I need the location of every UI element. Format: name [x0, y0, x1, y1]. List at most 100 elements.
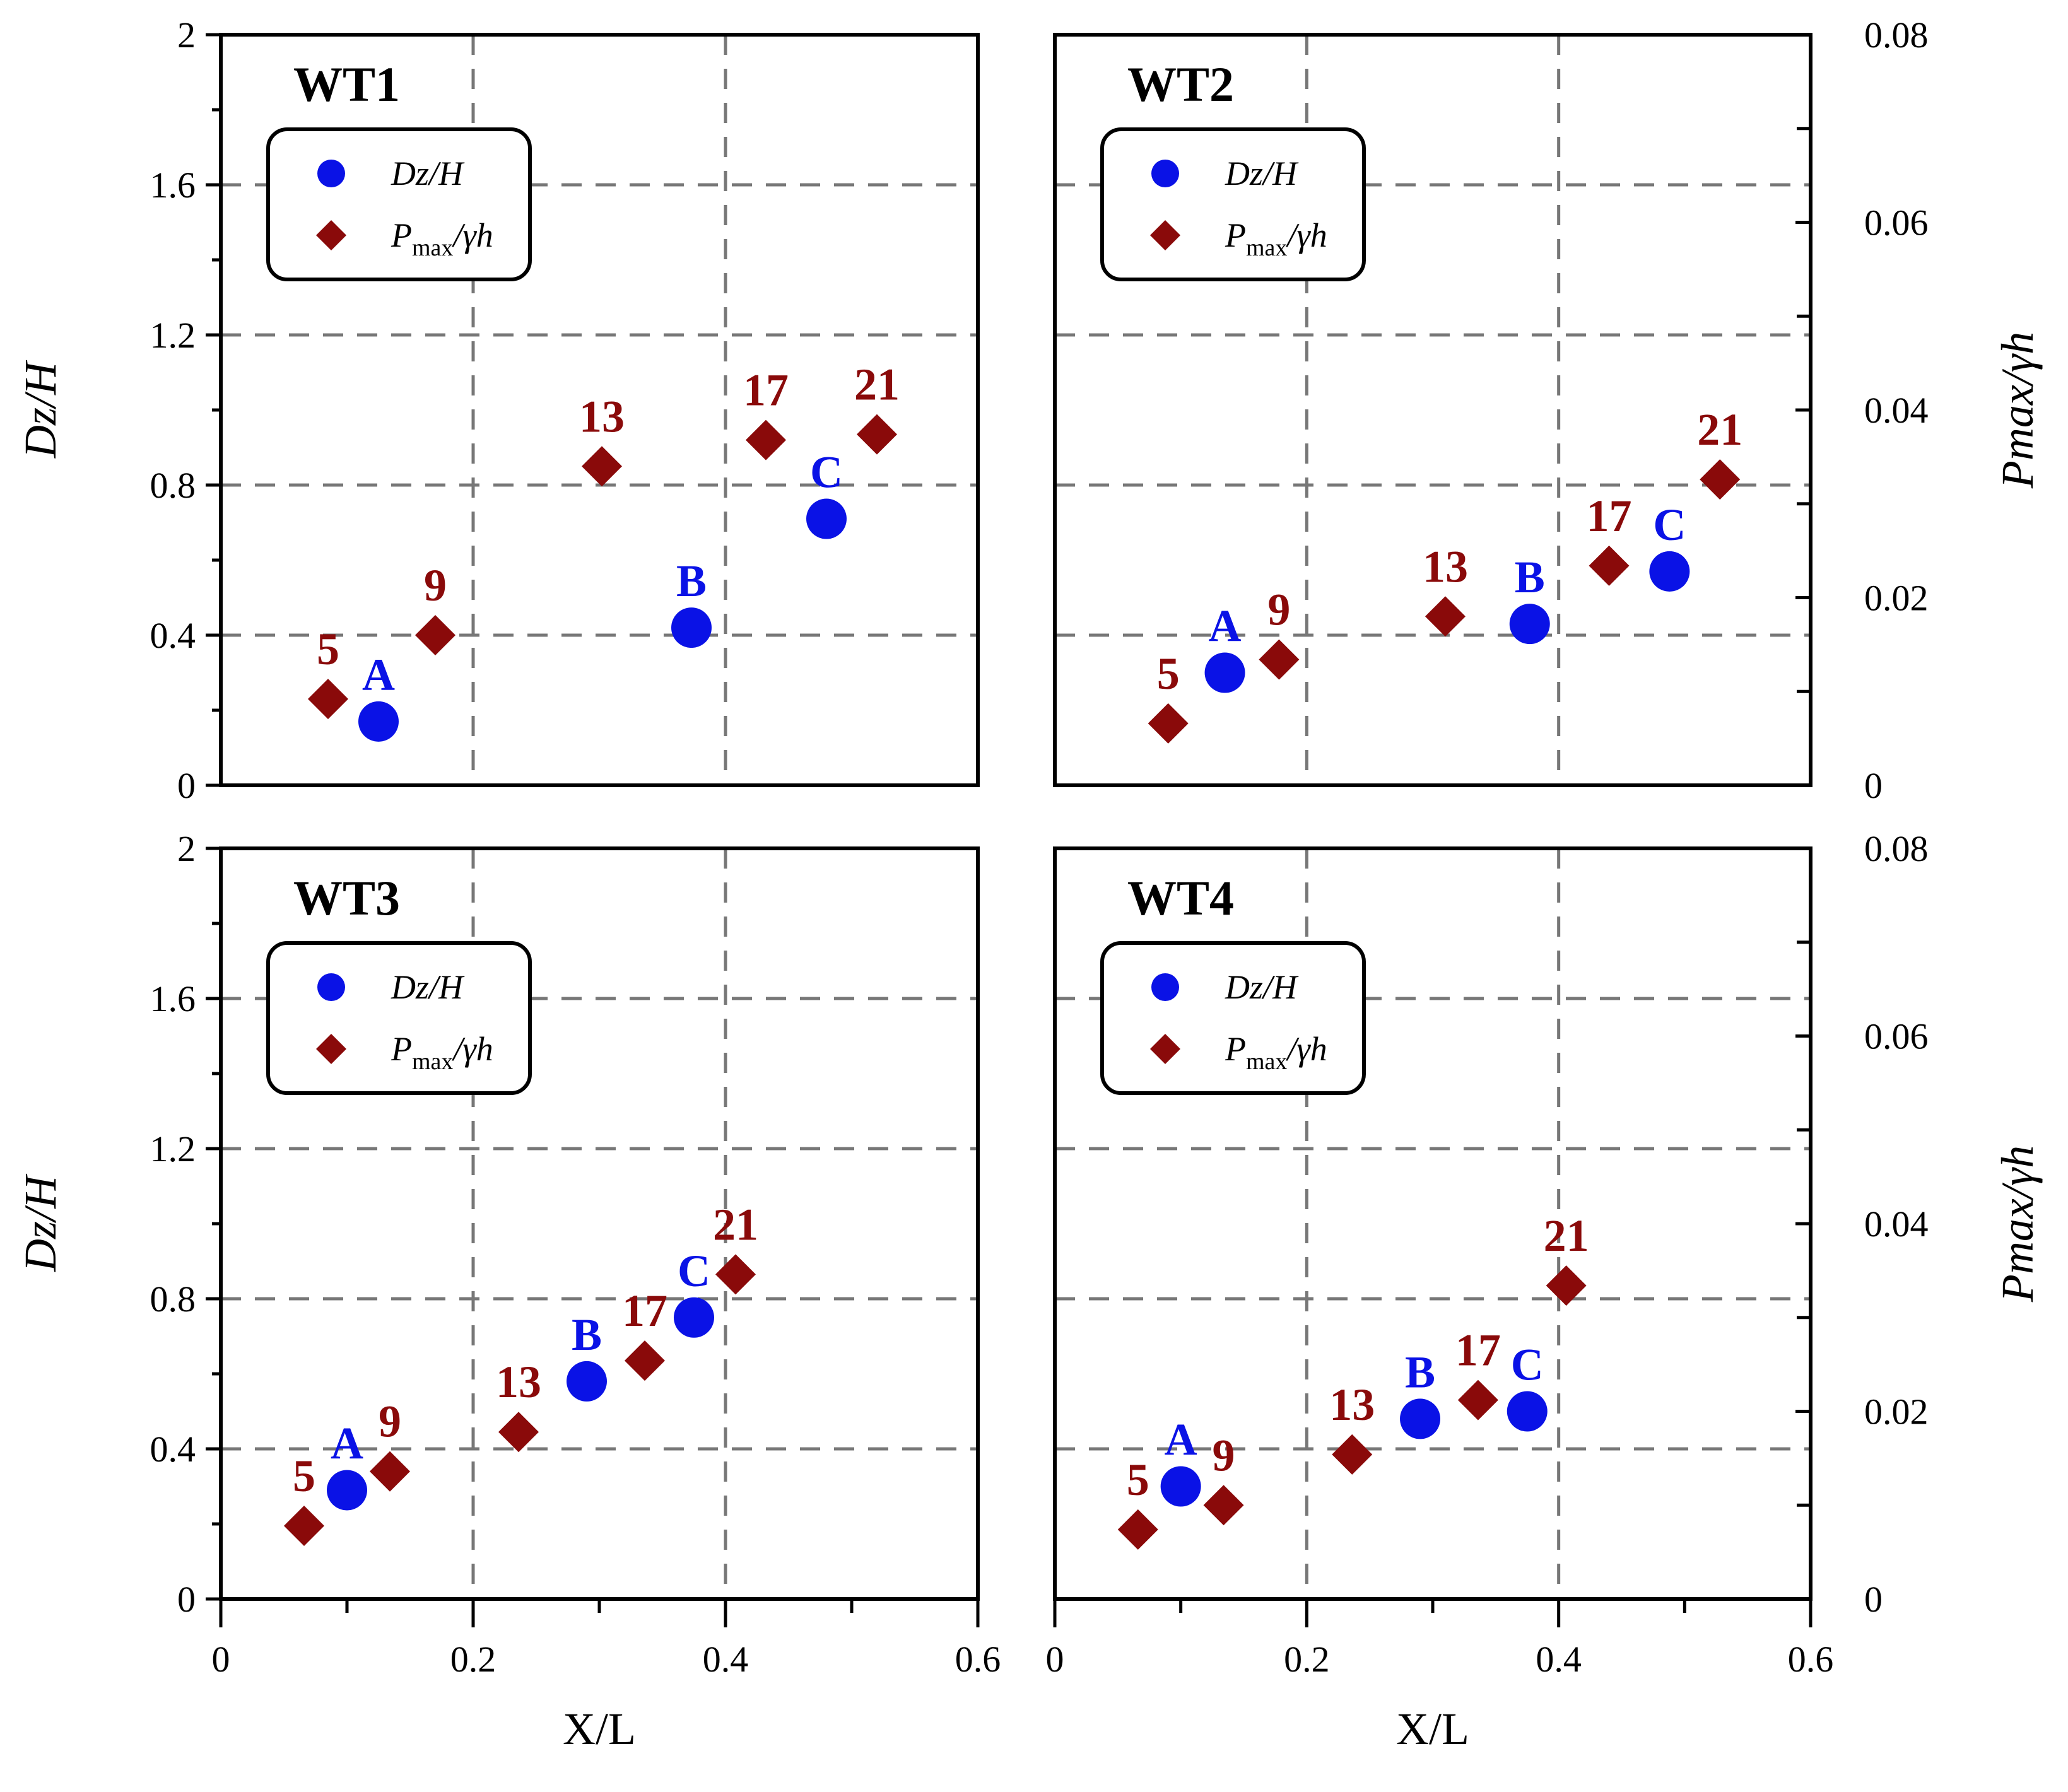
panel-title: WT4	[1127, 870, 1234, 925]
legend-label-pmax: Pmax/γh	[1225, 216, 1327, 261]
pmax-point	[1203, 1485, 1244, 1526]
dz-point-label: A	[1165, 1415, 1197, 1465]
pmax-point	[582, 446, 622, 487]
y2-tick-label: 0.06	[1864, 1016, 1929, 1057]
y-axis-title-text: Dz/H	[15, 1173, 66, 1272]
pmax-point	[857, 414, 897, 455]
pmax-point-label: 9	[424, 560, 447, 611]
dz-point-label: B	[572, 1309, 602, 1360]
pmax-point	[415, 615, 455, 655]
x-tick-label: 0	[212, 1639, 230, 1680]
pmax-point	[1457, 1379, 1498, 1420]
legend-marker-pmax	[316, 220, 346, 250]
pmax-point	[370, 1451, 410, 1492]
pmax-point	[284, 1505, 324, 1546]
dz-point	[1204, 652, 1245, 693]
pmax-point-label: 17	[1587, 491, 1632, 541]
panel-wt1: 0 0.4 0.8 1.2 1.6 2 Dz/H WT1 Dz/H Pmax/γh A B C 5 9 13 1…	[15, 15, 980, 806]
legend-marker-pmax	[1150, 220, 1180, 250]
legend-label-pmax-tail: /γh	[1285, 1030, 1327, 1068]
pmax-point-label: 9	[1267, 585, 1290, 635]
pmax-point-label: 21	[713, 1199, 758, 1250]
legend-label-dz: Dz/H	[391, 968, 465, 1006]
y2-tick-label: 0.06	[1864, 202, 1929, 243]
pmax-point	[1148, 703, 1189, 744]
y2-tick-label: 0.02	[1864, 578, 1929, 619]
pmax-point	[1425, 596, 1466, 637]
dz-point	[1649, 551, 1690, 592]
dz-point-label: A	[331, 1418, 363, 1468]
y-tick-label: 2	[177, 828, 196, 869]
pmax-point	[746, 419, 786, 460]
dz-point	[1160, 1466, 1201, 1507]
pmax-point-label: 21	[1697, 404, 1742, 455]
x-tick-label: 0.2	[450, 1639, 496, 1680]
legend-marker-dz	[317, 973, 345, 1001]
pmax-point	[1259, 639, 1300, 680]
legend-label-pmax: Pmax/γh	[391, 216, 493, 261]
legend-label-pmax: Pmax/γh	[1225, 1030, 1327, 1075]
legend-marker-pmax	[316, 1034, 346, 1064]
y-tick-label: 2	[177, 15, 196, 56]
dz-point-label: B	[676, 556, 707, 606]
legend-box	[266, 941, 532, 1095]
x-tick-label: 0.4	[1536, 1639, 1582, 1680]
legend-label-pmax-main: P	[391, 1030, 412, 1068]
y-tick-label: 0.8	[150, 1279, 196, 1320]
y-tick-label: 0.8	[150, 465, 196, 506]
panel-title: WT3	[293, 870, 400, 925]
x-tick-label: 0.6	[955, 1639, 1001, 1680]
legend-marker-dz	[317, 160, 345, 187]
legend-label-pmax: Pmax/γh	[391, 1030, 493, 1075]
legend-label-dz: Dz/H	[391, 155, 465, 192]
pmax-point-label: 21	[854, 360, 900, 410]
pmax-point-label: 17	[1455, 1325, 1501, 1376]
pmax-point-label: 13	[579, 391, 625, 442]
pmax-point	[498, 1412, 539, 1453]
dz-point	[671, 607, 712, 648]
legend-box	[1100, 127, 1366, 281]
legend-label-pmax-tail: /γh	[451, 1030, 493, 1068]
legend-label-pmax-main: P	[391, 216, 412, 254]
pmax-point	[1546, 1265, 1587, 1306]
x-tick-label: 0.6	[1788, 1639, 1834, 1680]
pmax-point-label: 5	[1157, 648, 1180, 699]
dz-point-label: B	[1515, 552, 1545, 602]
dz-point	[806, 498, 847, 539]
pmax-point	[1589, 545, 1630, 586]
dz-point	[567, 1361, 607, 1402]
pmax-point-label: 17	[743, 365, 789, 416]
y2-axis-title: Pmax/γh	[1992, 332, 2043, 489]
y2-tick-label: 0.02	[1864, 1391, 1929, 1432]
dz-point	[1400, 1398, 1441, 1439]
pmax-point-label: 13	[1423, 541, 1468, 592]
x-axis-title: X/L	[1396, 1704, 1469, 1754]
y-axis-title: Dz/H	[15, 1173, 66, 1272]
y2-tick-label: 0.04	[1864, 390, 1929, 431]
legend-label-pmax-main: P	[1225, 1030, 1246, 1068]
pmax-point-label: 9	[1213, 1430, 1235, 1480]
x-axis-title: X/L	[563, 1704, 636, 1754]
legend-label-pmax-tail: /γh	[1285, 216, 1327, 254]
y-tick-label: 1.6	[150, 978, 196, 1019]
dz-point-label: C	[1653, 500, 1686, 550]
x-tick-label: 0.4	[703, 1639, 749, 1680]
legend-box	[266, 127, 532, 281]
legend-box	[1100, 941, 1366, 1095]
pmax-point	[715, 1254, 756, 1295]
pmax-point-label: 13	[496, 1357, 541, 1407]
pmax-point-label: 5	[1127, 1455, 1149, 1505]
legend-marker-dz	[1151, 160, 1179, 187]
x-tick-label: 0.2	[1284, 1639, 1330, 1680]
dz-point	[358, 701, 399, 742]
panel-wt3: 0 0.4 0.8 1.2 1.6 2 Dz/H 0 0.2 0.4 0.6 X/L WT3 Dz/H Pm…	[15, 828, 1001, 1754]
pmax-point	[1117, 1509, 1158, 1550]
dz-point	[674, 1297, 714, 1338]
pmax-point-label: 17	[622, 1285, 667, 1336]
y2-tick-label: 0.08	[1864, 15, 1929, 56]
y2-tick-label: 0.04	[1864, 1203, 1929, 1244]
panel-wt4: 0 0.02 0.04 0.06 0.08 Pmax/γh 0 0.2 0.4 0.6 X/L WT4…	[1046, 828, 2043, 1754]
pmax-point	[308, 679, 348, 720]
y2-tick-label: 0.08	[1864, 828, 1929, 869]
